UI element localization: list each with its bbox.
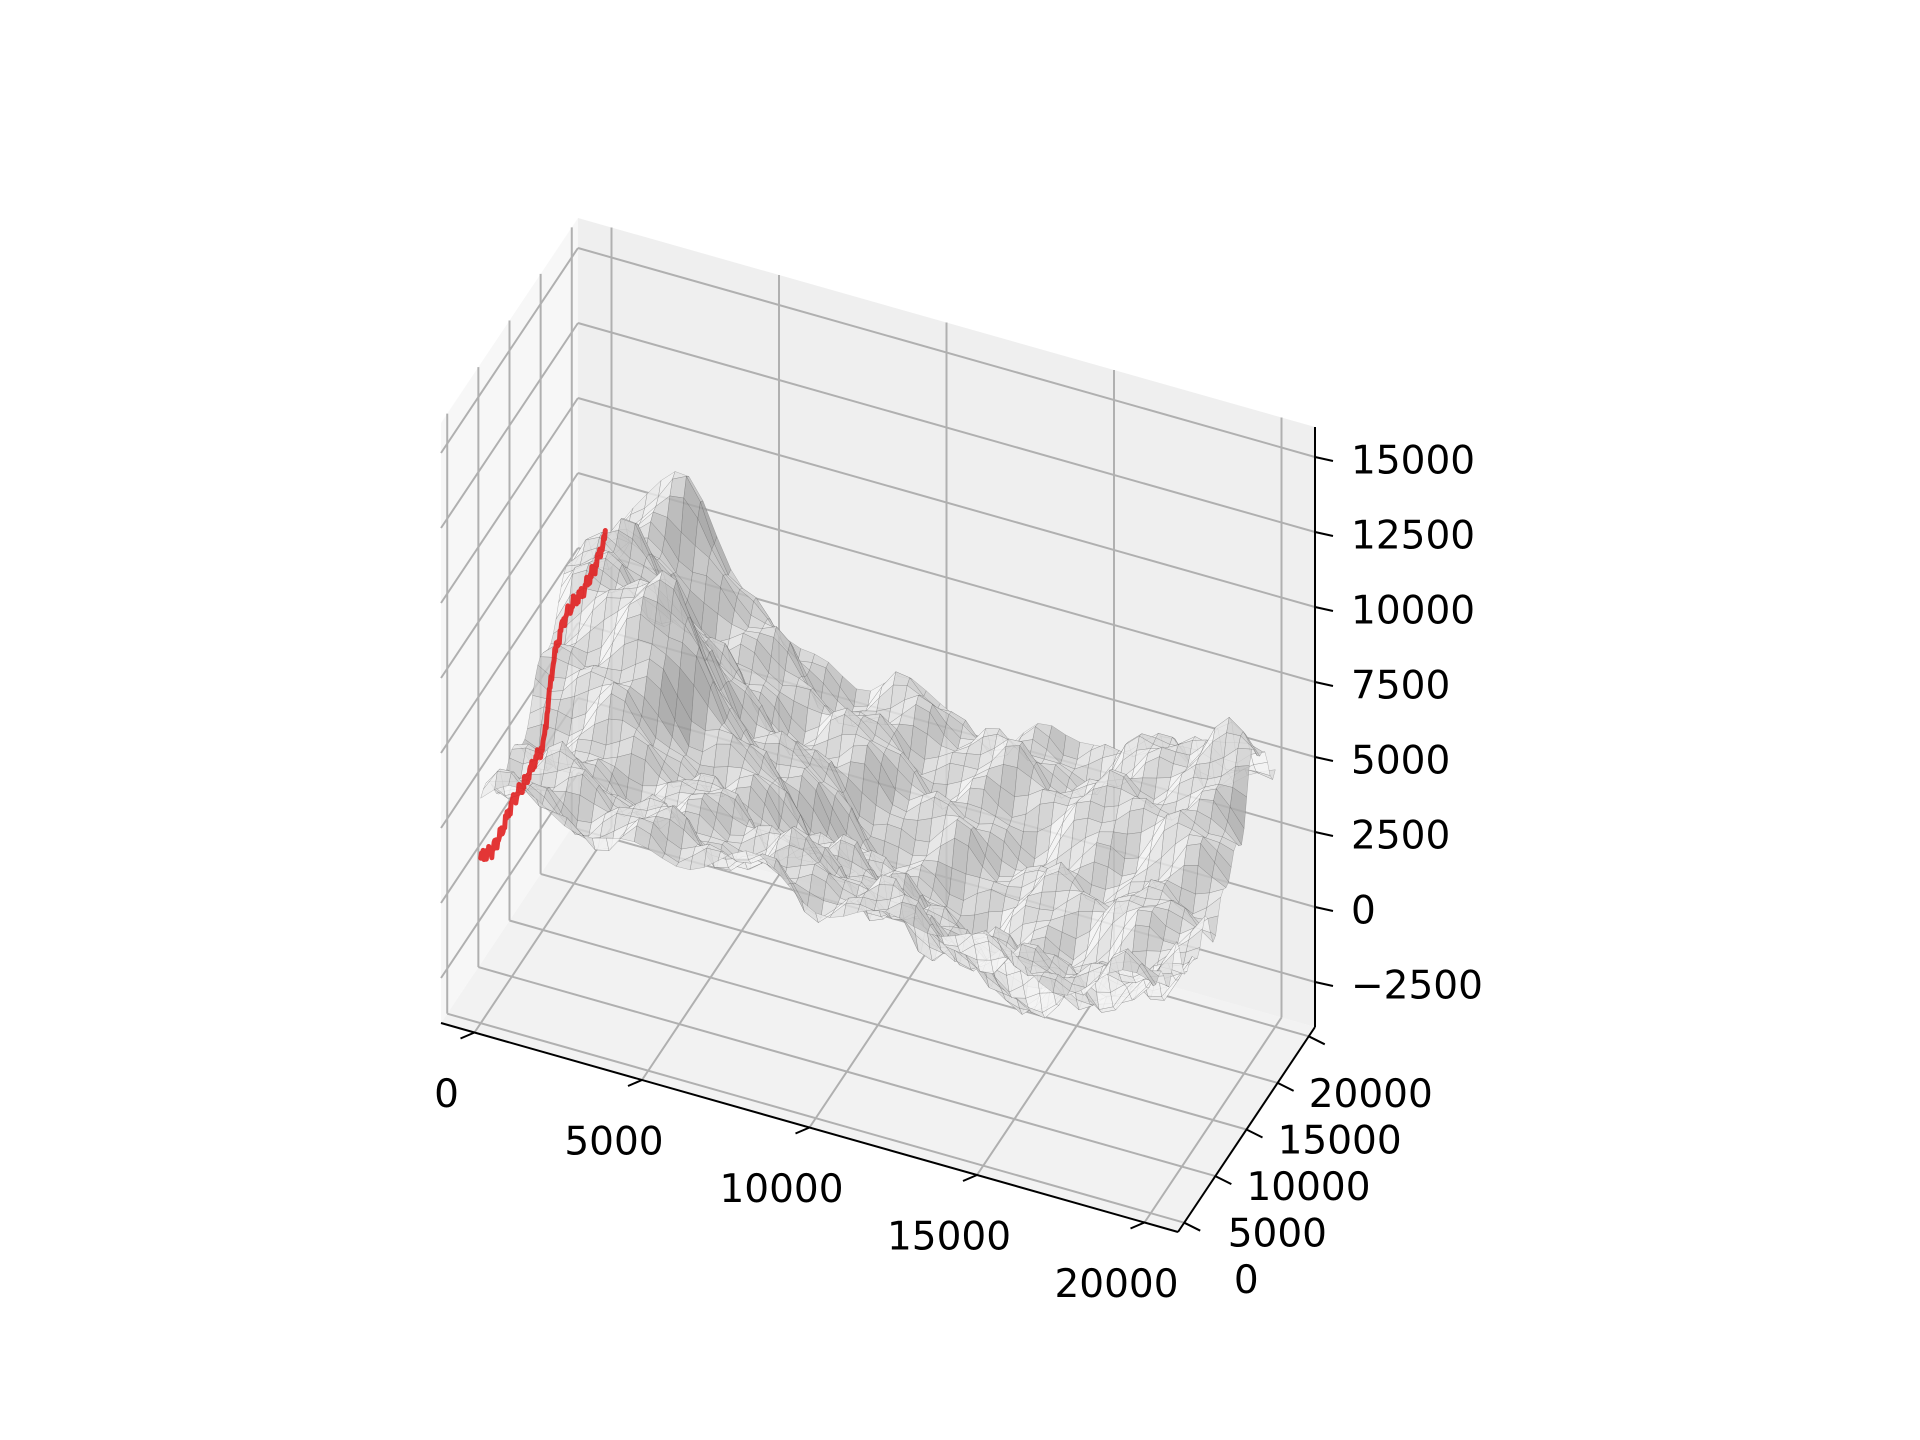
x-tick-label-3: 15000 (887, 1215, 1011, 1260)
surface-facet (1227, 806, 1245, 846)
surface-facet (915, 818, 933, 843)
grid-z-left-4 (440, 472, 579, 679)
z-tick-label-4: 7500 (1351, 664, 1450, 709)
y-tick-1 (1214, 1175, 1232, 1185)
path-line (478, 528, 608, 862)
grid-z-back-5 (577, 397, 1316, 608)
x-tick-label-2: 10000 (719, 1167, 843, 1212)
surface-facet (1216, 842, 1235, 868)
z-tick-5 (1314, 606, 1334, 612)
grid-z-left-5 (440, 397, 579, 604)
grid-z-left-6 (440, 322, 579, 529)
surface-facet (1253, 761, 1271, 776)
z-tick-label-5: 10000 (1351, 589, 1475, 634)
x-tick-0 (460, 1031, 475, 1040)
terrain-surface (480, 470, 1276, 1019)
surface-facet (1242, 731, 1261, 757)
y-tick-0 (1183, 1221, 1201, 1232)
surface-facet (1141, 963, 1159, 986)
z-tick-label-7: 15000 (1351, 439, 1475, 484)
z-tick-label-0: −2500 (1351, 964, 1483, 1009)
grid-y-floor-1 (478, 966, 1216, 1178)
z-tick-label-3: 5000 (1351, 739, 1450, 784)
surface-facet (1136, 965, 1154, 987)
surface-facet (1209, 876, 1227, 894)
y-tick-label-2: 10000 (1246, 1165, 1370, 1210)
surface-facet (592, 837, 610, 851)
surface-facet (1096, 991, 1114, 1010)
surface-facet (1139, 962, 1157, 987)
y-tick-label-1: 5000 (1228, 1212, 1327, 1257)
grid-z-back-7 (577, 247, 1316, 458)
grid-y-floor-0 (446, 1012, 1185, 1224)
x-tick-3 (962, 1174, 978, 1182)
grid-y-floor-2 (509, 919, 1247, 1131)
z-tick-label-2: 2500 (1351, 814, 1450, 859)
surface-facet (1229, 787, 1247, 830)
grid-z-back-6 (577, 322, 1316, 533)
surface-facet (1219, 836, 1237, 852)
grid-z-left-3 (440, 547, 579, 754)
grid-y-floor-3 (540, 872, 1278, 1084)
x-tick-2 (795, 1126, 810, 1135)
y-tick-2 (1246, 1128, 1263, 1139)
y-tick-label-0: 0 (1234, 1258, 1259, 1303)
x-tick-label-0: 0 (434, 1072, 459, 1117)
z-tick-1 (1314, 906, 1334, 912)
z-tick-label-1: 0 (1351, 889, 1376, 934)
y-tick-4 (1308, 1035, 1326, 1046)
surface-facet (1039, 891, 1057, 911)
x-tick-label-4: 20000 (1054, 1262, 1178, 1307)
surface-facet (1170, 968, 1188, 977)
z-tick-6 (1314, 531, 1334, 537)
grid-z-left-7 (440, 247, 579, 454)
z-tick-3 (1314, 756, 1334, 762)
z-tick-4 (1314, 681, 1334, 687)
surface-facet (540, 770, 558, 788)
surface-facet (1211, 861, 1229, 889)
x-tick-1 (627, 1079, 643, 1087)
surface-facet (1235, 747, 1253, 767)
surface-facet (1240, 731, 1258, 756)
surface-facet (1135, 909, 1153, 927)
surface-facet (941, 935, 959, 947)
surface-facet (1091, 861, 1109, 890)
surface-facet (669, 475, 687, 499)
x-tick-4 (1130, 1221, 1145, 1230)
z-tick-0 (1314, 981, 1334, 987)
z-tick-label-6: 12500 (1351, 514, 1475, 559)
path-series-line (478, 528, 608, 862)
surface-facet (1232, 765, 1250, 798)
surface-facet (1193, 762, 1211, 780)
surface-facet (853, 688, 871, 707)
z-tick-2 (1314, 831, 1334, 837)
surface-facet (912, 839, 930, 857)
z-tick-7 (1314, 456, 1334, 462)
y-tick-label-3: 15000 (1278, 1118, 1402, 1163)
surface-facet (1157, 952, 1175, 975)
surface-facet (1224, 820, 1242, 847)
surface-facet (1183, 843, 1201, 866)
y-tick-label-4: 20000 (1309, 1072, 1433, 1117)
x-tick-label-1: 5000 (564, 1120, 663, 1165)
surface-facet (1214, 850, 1232, 883)
y-tick-3 (1277, 1082, 1295, 1092)
surface-facet (606, 588, 624, 599)
surface-facet (1003, 745, 1021, 768)
surface-facet (850, 745, 868, 765)
